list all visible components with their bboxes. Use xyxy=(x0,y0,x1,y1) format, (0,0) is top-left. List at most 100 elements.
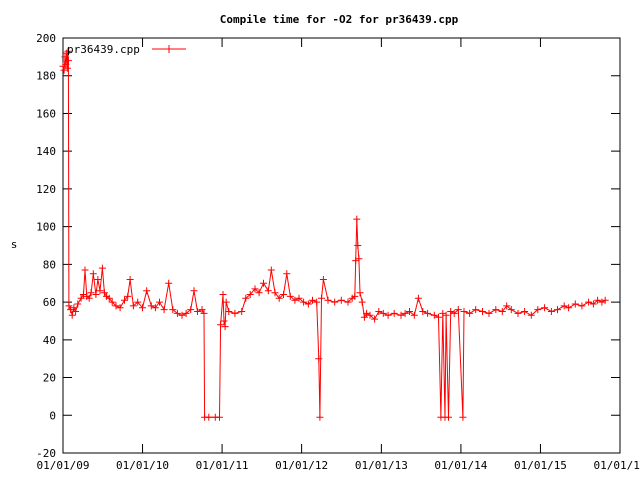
data-point xyxy=(156,298,163,306)
data-point xyxy=(410,311,418,319)
x-tick-label: 01/01/09 xyxy=(37,459,90,472)
data-point xyxy=(360,313,368,321)
data-point xyxy=(178,311,186,319)
data-point xyxy=(578,302,586,310)
x-tick-label: 01/01/16 xyxy=(594,459,640,472)
data-point xyxy=(366,311,374,319)
y-tick-label: 80 xyxy=(43,258,56,271)
data-point xyxy=(238,308,246,315)
data-point xyxy=(219,291,227,298)
data-point xyxy=(390,309,398,317)
data-point xyxy=(64,57,72,65)
data-point xyxy=(283,270,291,278)
data-point xyxy=(63,64,71,72)
data-point xyxy=(62,60,70,68)
data-point xyxy=(216,413,223,421)
data-point xyxy=(64,47,72,55)
data-point xyxy=(87,289,95,297)
data-point xyxy=(220,317,228,325)
data-point xyxy=(439,309,447,317)
data-point xyxy=(401,309,409,317)
data-point xyxy=(352,257,360,265)
data-point xyxy=(190,287,198,295)
data-point xyxy=(165,279,173,287)
data-point xyxy=(485,309,493,317)
x-tick-label: 01/01/11 xyxy=(196,459,249,472)
data-point xyxy=(81,266,89,274)
y-tick-label: 60 xyxy=(43,296,56,309)
data-point xyxy=(356,289,364,297)
data-point xyxy=(225,308,233,315)
data-point xyxy=(112,302,120,310)
y-tick-label: 200 xyxy=(36,32,56,45)
data-point xyxy=(353,215,361,223)
data-point xyxy=(169,306,177,314)
data-point xyxy=(275,294,283,302)
data-point xyxy=(384,311,392,319)
data-point xyxy=(260,279,267,287)
x-tick-label: 01/01/12 xyxy=(275,459,328,472)
data-point xyxy=(217,321,225,329)
data-point xyxy=(194,308,201,315)
data-point xyxy=(479,308,486,315)
data-point xyxy=(445,413,452,421)
y-axis-label: s xyxy=(11,238,18,251)
legend-marker xyxy=(165,45,173,53)
data-point xyxy=(246,291,254,298)
data-point xyxy=(67,306,75,314)
chart-title: Compile time for -O2 for pr36439.cpp xyxy=(220,13,459,26)
y-tick-label: 100 xyxy=(36,221,56,234)
data-point xyxy=(200,309,208,317)
data-point xyxy=(187,306,195,314)
plot-frame xyxy=(62,37,621,454)
data-point xyxy=(351,292,359,300)
series-line xyxy=(62,51,606,418)
data-point xyxy=(492,306,500,314)
data-point xyxy=(251,285,259,293)
data-point xyxy=(271,289,279,297)
data-point xyxy=(534,306,542,314)
data-point xyxy=(521,308,529,315)
data-point xyxy=(77,294,85,302)
legend: pr36439.cpp xyxy=(67,43,186,56)
data-point xyxy=(358,298,366,306)
data-point xyxy=(435,313,442,321)
data-point xyxy=(406,308,413,315)
data-point xyxy=(96,287,104,295)
data-point xyxy=(459,413,467,421)
data-point xyxy=(304,300,312,308)
legend-label: pr36439.cpp xyxy=(67,43,140,56)
data-point xyxy=(541,304,549,312)
data-point xyxy=(92,291,100,298)
y-tick-label: -20 xyxy=(36,447,56,460)
data-point xyxy=(450,309,458,317)
data-point xyxy=(315,355,323,363)
data-point xyxy=(173,309,181,317)
x-tick-label: 01/01/14 xyxy=(434,459,487,472)
data-point xyxy=(147,302,155,310)
data-point xyxy=(379,309,387,317)
data-point xyxy=(98,264,106,272)
x-tick-label: 01/01/13 xyxy=(355,459,408,472)
data-point xyxy=(503,302,511,310)
data-point xyxy=(231,309,239,317)
data-point xyxy=(318,294,325,302)
data-point xyxy=(447,308,455,315)
data-point xyxy=(498,308,506,315)
data-point xyxy=(74,300,82,308)
data-point xyxy=(397,311,405,319)
data-point xyxy=(560,302,568,310)
data-point xyxy=(255,289,263,297)
y-tick-label: 0 xyxy=(49,409,56,422)
data-point xyxy=(554,306,561,314)
data-point xyxy=(143,287,151,295)
data-point xyxy=(105,294,113,302)
data-point xyxy=(442,311,450,319)
data-point xyxy=(355,255,363,263)
data-point xyxy=(344,298,352,306)
data-point xyxy=(589,300,597,308)
data-point xyxy=(331,298,339,306)
data-point xyxy=(94,276,102,283)
data-point xyxy=(571,300,579,308)
data-point xyxy=(65,302,73,310)
